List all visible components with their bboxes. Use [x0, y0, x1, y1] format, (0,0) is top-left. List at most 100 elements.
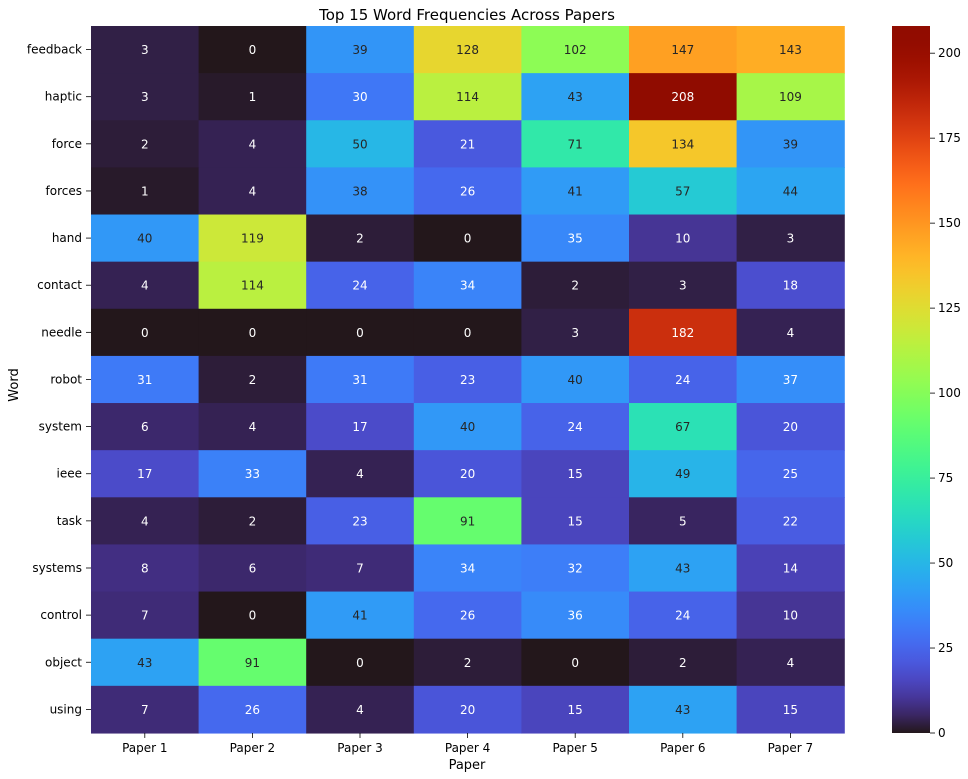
- heatmap-cell: [629, 685, 738, 734]
- cell-value-label: 26: [460, 184, 475, 198]
- heatmap-cell: [198, 403, 307, 451]
- heatmap-cell: [413, 73, 522, 121]
- cell-value-label: 40: [568, 373, 583, 387]
- heatmap-cell: [413, 355, 522, 404]
- cell-value-label: 31: [352, 373, 367, 387]
- cell-value-label: 6: [249, 561, 257, 575]
- cell-value-label: 7: [356, 561, 364, 575]
- cell-value-label: 39: [783, 137, 798, 151]
- cell-value-label: 15: [568, 467, 583, 481]
- heatmap-cell: [306, 261, 415, 310]
- cell-value-label: 24: [568, 420, 583, 434]
- heatmap-cell: [91, 638, 200, 687]
- heatmap-cell: [306, 120, 415, 168]
- colorbar-tick-label: 150: [938, 216, 961, 230]
- heatmap-cell: [198, 638, 307, 687]
- heatmap-cell: [736, 73, 845, 121]
- cell-value-label: 114: [456, 90, 479, 104]
- cell-value-label: 43: [568, 90, 583, 104]
- heatmap-cell: [736, 544, 845, 593]
- cell-value-label: 10: [783, 609, 798, 623]
- y-tick-labels: feedback haptic force forces hand contact need…: [27, 43, 91, 716]
- heatmap-cell: [736, 450, 845, 498]
- cell-value-label: 23: [352, 514, 367, 528]
- heatmap-cell: [521, 685, 630, 734]
- cell-value-label: 15: [568, 703, 583, 717]
- cell-value-label: 3: [679, 279, 687, 293]
- cell-value-label: 8: [141, 561, 149, 575]
- heatmap-cell: [521, 591, 630, 640]
- cell-value-label: 18: [783, 279, 798, 293]
- heatmap-cell: [91, 450, 200, 498]
- cell-value-label: 0: [249, 43, 257, 57]
- cell-value-label: 0: [249, 609, 257, 623]
- heatmap-cell: [91, 120, 200, 168]
- heatmap-cell: [521, 450, 630, 498]
- heatmap-cell: [413, 308, 522, 357]
- heatmap-cell: [198, 355, 307, 404]
- heatmap-cell: [91, 591, 200, 640]
- x-tick-label: Paper 1: [122, 741, 167, 755]
- cell-value-label: 3: [141, 43, 149, 57]
- heatmap-cell: [629, 26, 738, 74]
- heatmap-cell: [629, 497, 738, 546]
- y-tick-label: system: [39, 420, 82, 434]
- cell-value-label: 2: [464, 656, 472, 670]
- heatmap-cell: [629, 544, 738, 593]
- heatmap-cell: [306, 308, 415, 357]
- heatmap-cell: [91, 308, 200, 357]
- cell-value-label: 4: [787, 656, 795, 670]
- heatmap-cell: [91, 167, 200, 216]
- chart-title: Top 15 Word Frequencies Across Papers: [318, 6, 615, 24]
- cell-value-label: 0: [571, 656, 579, 670]
- cell-value-label: 3: [571, 326, 579, 340]
- cell-value-label: 102: [564, 43, 587, 57]
- cell-value-label: 114: [241, 279, 264, 293]
- cell-value-label: 91: [460, 514, 475, 528]
- heatmap-cell: [736, 120, 845, 168]
- cell-value-label: 40: [137, 232, 152, 246]
- cell-value-label: 2: [141, 137, 149, 151]
- heatmap-cell: [413, 497, 522, 546]
- cell-value-label: 26: [460, 609, 475, 623]
- heatmap-cell: [521, 167, 630, 216]
- cell-value-label: 0: [141, 326, 149, 340]
- cell-value-label: 25: [783, 467, 798, 481]
- cell-value-label: 43: [675, 703, 690, 717]
- cell-value-label: 49: [675, 467, 690, 481]
- cell-value-label: 17: [352, 420, 367, 434]
- heatmap-cell: [521, 26, 630, 74]
- cell-value-label: 6: [141, 420, 149, 434]
- colorbar-ticks: 0 25 50 75 100 125 150 175 200: [930, 46, 961, 740]
- heatmap-cell: [198, 120, 307, 168]
- colorbar-tick-label: 100: [938, 386, 961, 400]
- heatmap-cell: [306, 26, 415, 74]
- cell-value-label: 4: [249, 184, 257, 198]
- heatmap-cell: [521, 403, 630, 451]
- heatmap-cell: [413, 544, 522, 593]
- cell-value-label: 20: [460, 467, 475, 481]
- heatmap-cell: [521, 638, 630, 687]
- cell-value-label: 22: [783, 514, 798, 528]
- heatmap-cell: [91, 544, 200, 593]
- heatmap-cell: [736, 261, 845, 310]
- y-tick-label: needle: [41, 325, 82, 339]
- heatmap-cell: [413, 26, 522, 74]
- cell-value-label: 91: [245, 656, 260, 670]
- heatmap-cell: [413, 685, 522, 734]
- x-tick-label: Paper 7: [768, 741, 813, 755]
- heatmap-cell: [629, 591, 738, 640]
- heatmap-cell: [91, 685, 200, 734]
- cell-value-label: 3: [787, 232, 795, 246]
- cell-value-label: 43: [675, 561, 690, 575]
- heatmap-cell: [413, 167, 522, 216]
- cell-value-label: 43: [137, 656, 152, 670]
- heatmap-cell: [198, 450, 307, 498]
- heatmap-cell: [306, 497, 415, 546]
- cell-value-label: 134: [671, 137, 694, 151]
- cell-value-label: 71: [568, 137, 583, 151]
- cell-value-label: 4: [787, 326, 795, 340]
- heatmap-cell: [198, 685, 307, 734]
- heatmap-cell: [306, 214, 415, 263]
- cell-value-label: 20: [460, 703, 475, 717]
